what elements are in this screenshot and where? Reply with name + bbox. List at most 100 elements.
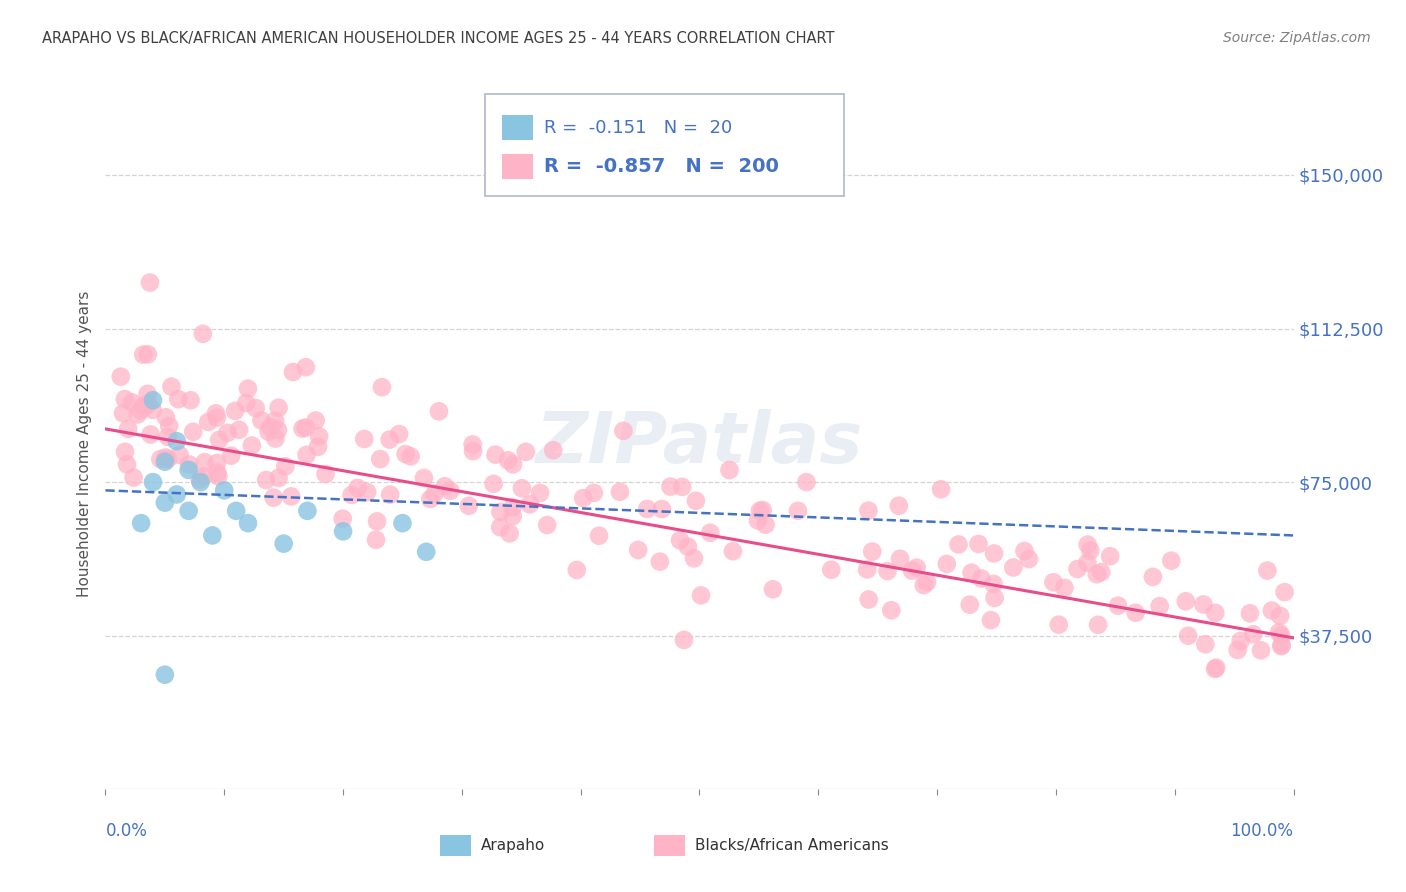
Point: [340, 488, 363, 502]
Point: [308, 429, 330, 443]
Text: 0.0%: 0.0%: [105, 822, 148, 840]
Point: [651, 502, 673, 516]
Point: [155, 450, 177, 465]
Point: [294, 360, 316, 375]
Point: [142, 402, 165, 417]
Point: [609, 484, 631, 499]
Point: [415, 545, 437, 559]
Point: [1204, 606, 1226, 620]
Point: [346, 481, 368, 495]
Point: [484, 448, 506, 462]
Text: ARAPAHO VS BLACK/AFRICAN AMERICAN HOUSEHOLDER INCOME AGES 25 - 44 YEARS CORRELAT: ARAPAHO VS BLACK/AFRICAN AMERICAN HOUSEH…: [42, 31, 835, 46]
Text: Source: ZipAtlas.com: Source: ZipAtlas.com: [1223, 31, 1371, 45]
Point: [364, 533, 387, 547]
Point: [332, 524, 354, 539]
Point: [1205, 661, 1227, 675]
Point: [1270, 628, 1292, 642]
Point: [496, 453, 519, 467]
Point: [294, 420, 316, 434]
Point: [297, 504, 319, 518]
Point: [648, 555, 671, 569]
Point: [1087, 617, 1109, 632]
Point: [217, 425, 239, 440]
Point: [755, 517, 778, 532]
Point: [132, 399, 155, 413]
Point: [519, 497, 541, 511]
Point: [502, 509, 524, 524]
Point: [388, 427, 411, 442]
Point: [219, 449, 242, 463]
Point: [281, 365, 304, 379]
Point: [612, 424, 634, 438]
Point: [721, 544, 744, 558]
Point: [1274, 585, 1296, 599]
Point: [672, 632, 695, 647]
Point: [1271, 638, 1294, 652]
Point: [114, 392, 136, 406]
Point: [156, 452, 179, 467]
Point: [267, 401, 290, 415]
Point: [353, 432, 375, 446]
Point: [887, 499, 910, 513]
Point: [876, 564, 898, 578]
Y-axis label: Householder Income Ages 25 - 44 years: Householder Income Ages 25 - 44 years: [77, 291, 93, 597]
Point: [690, 588, 713, 602]
Point: [1090, 565, 1112, 579]
Point: [796, 475, 818, 490]
Point: [194, 455, 217, 469]
Point: [1014, 544, 1036, 558]
Point: [1076, 556, 1098, 570]
Point: [201, 528, 224, 542]
Point: [291, 421, 314, 435]
Point: [280, 490, 302, 504]
Point: [205, 406, 228, 420]
Point: [263, 491, 285, 505]
Point: [970, 572, 993, 586]
Point: [132, 348, 155, 362]
Point: [356, 485, 378, 500]
Point: [1270, 639, 1292, 653]
Point: [683, 551, 706, 566]
Point: [142, 475, 165, 490]
Point: [366, 514, 388, 528]
Point: [214, 483, 236, 498]
Point: [856, 562, 879, 576]
Point: [136, 387, 159, 401]
Text: R =  -0.151   N =  20: R = -0.151 N = 20: [544, 119, 733, 136]
Point: [636, 502, 658, 516]
Point: [332, 511, 354, 525]
Point: [1077, 538, 1099, 552]
Point: [190, 475, 212, 490]
Point: [413, 471, 436, 485]
Point: [228, 423, 250, 437]
Point: [264, 414, 287, 428]
Point: [315, 467, 337, 481]
Point: [820, 563, 842, 577]
Point: [1204, 662, 1226, 676]
Point: [254, 473, 277, 487]
Point: [959, 598, 981, 612]
Point: [274, 459, 297, 474]
Point: [129, 516, 152, 530]
Point: [529, 486, 551, 500]
Point: [1256, 564, 1278, 578]
Point: [858, 503, 880, 517]
Point: [457, 499, 479, 513]
Point: [267, 423, 290, 437]
Point: [461, 437, 484, 451]
Point: [659, 480, 682, 494]
Point: [433, 479, 456, 493]
Point: [235, 396, 257, 410]
Point: [935, 557, 957, 571]
Point: [181, 425, 204, 439]
Point: [368, 452, 391, 467]
Point: [482, 476, 505, 491]
Point: [915, 575, 938, 590]
Point: [762, 582, 785, 597]
Point: [582, 486, 605, 500]
Point: [166, 434, 188, 449]
Point: [378, 433, 401, 447]
Text: R =  -0.857   N =  200: R = -0.857 N = 200: [544, 157, 779, 177]
Point: [676, 540, 699, 554]
Point: [122, 470, 145, 484]
